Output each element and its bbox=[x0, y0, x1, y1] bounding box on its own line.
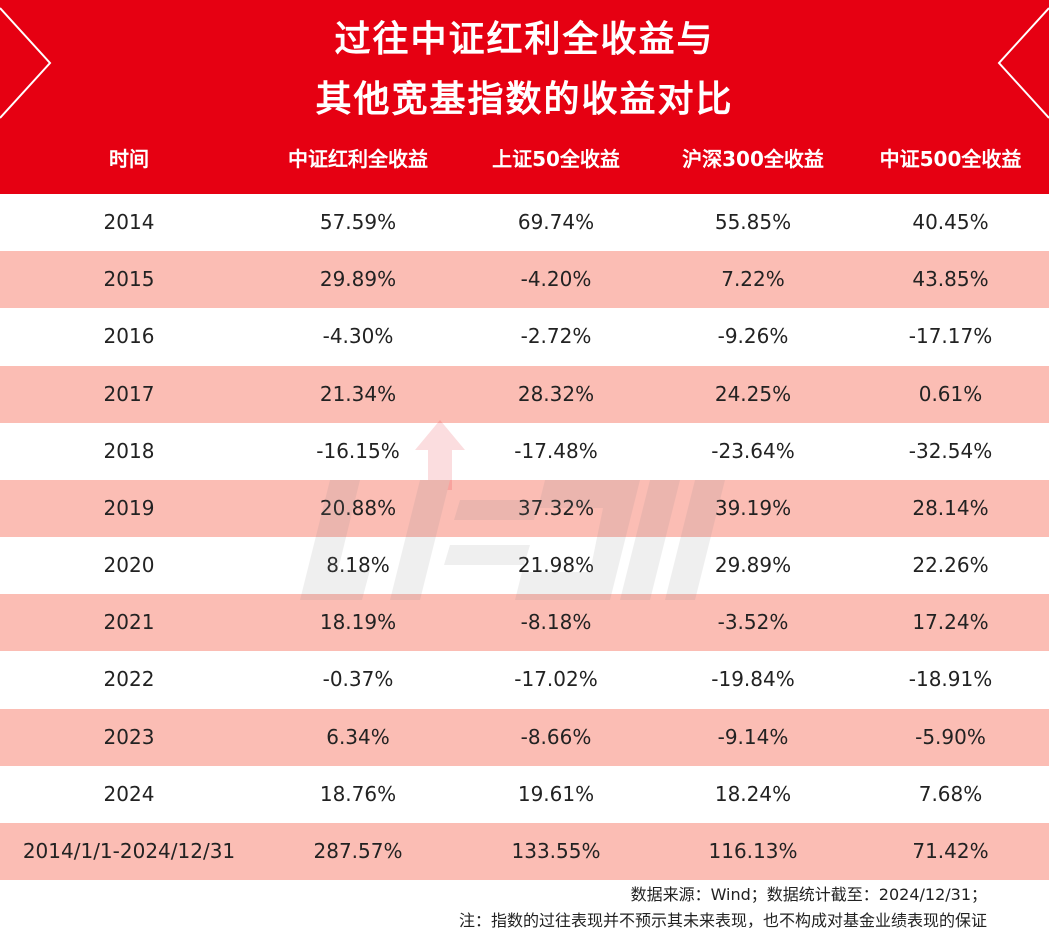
cell-time: 2014 bbox=[103, 210, 155, 234]
right-chevron-decoration bbox=[997, 7, 1049, 119]
table-row: 2022 -0.37% -17.02% -19.84% -18.91% bbox=[0, 651, 1049, 709]
cell-csi300: -19.84% bbox=[711, 667, 795, 692]
cell-time: 2023 bbox=[103, 724, 155, 749]
header-csi300: 沪深300全收益 bbox=[682, 147, 824, 171]
cell-csi500: -18.91% bbox=[908, 667, 993, 692]
cell-csi300: 39.19% bbox=[714, 495, 792, 520]
cell-time: 2014/1/1-2024/12/31 bbox=[22, 838, 236, 863]
table-row: 2021 18.19% -8.18% -3.52% 17.24% bbox=[0, 594, 1049, 652]
table-header: 时间 中证红利全收益 上证50全收益 沪深300全收益 中证500全收益 bbox=[0, 126, 1049, 194]
cell-csi500: 22.26% bbox=[912, 553, 989, 578]
cell-csi300: -9.26% bbox=[717, 324, 789, 349]
cell-time: 2021 bbox=[103, 610, 155, 635]
cell-csi-dividend: -4.30% bbox=[322, 324, 394, 349]
table-row: 2015 29.89% -4.20% 7.22% 43.85% bbox=[0, 251, 1049, 309]
table-row: 2016 -4.30% -2.72% -9.26% -17.17% bbox=[0, 308, 1049, 366]
cell-sse50: 19.61% bbox=[517, 781, 595, 806]
cell-csi-dividend: 57.59% bbox=[319, 210, 397, 234]
cell-csi-dividend: -0.37% bbox=[322, 667, 394, 692]
cell-time: 2024 bbox=[103, 781, 155, 806]
cell-sse50: -4.20% bbox=[520, 267, 592, 292]
cell-csi300: -3.52% bbox=[717, 610, 789, 635]
header-sse50: 上证50全收益 bbox=[492, 147, 620, 171]
table-row: 2017 21.34% 28.32% 24.25% 0.61% bbox=[0, 365, 1049, 423]
cell-sse50: 37.32% bbox=[517, 495, 595, 520]
footer-disclaimer: 注：指数的过往表现并不预示其未来表现，也不构成对基金业绩表现的保证 bbox=[458, 911, 987, 930]
footer-source: 数据来源：Wind；数据统计截至：2024/12/31； bbox=[630, 885, 987, 904]
cell-csi-dividend: 18.76% bbox=[319, 781, 397, 806]
left-chevron-decoration bbox=[0, 7, 52, 119]
cell-csi300: 18.24% bbox=[714, 781, 792, 806]
table-row: 2014 57.59% 69.74% 55.85% 40.45% bbox=[0, 194, 1049, 251]
cell-csi500: 17.24% bbox=[912, 610, 989, 635]
cell-sse50: 21.98% bbox=[517, 553, 595, 578]
page-title-line1: 过往中证红利全收益与 bbox=[334, 19, 715, 60]
cell-sse50: 28.32% bbox=[517, 381, 595, 406]
cell-csi300: 55.85% bbox=[714, 210, 792, 234]
table-row: 2020 8.18% 21.98% 29.89% 22.26% bbox=[0, 537, 1049, 595]
page-title-line2: 其他宽基指数的收益对比 bbox=[315, 79, 734, 120]
cell-csi300: 24.25% bbox=[714, 381, 792, 406]
cell-csi300: 7.22% bbox=[721, 267, 785, 292]
cell-sse50: -8.18% bbox=[520, 610, 592, 635]
cell-csi500: 71.42% bbox=[912, 838, 989, 863]
cell-csi-dividend: 21.34% bbox=[319, 381, 397, 406]
table-row: 2024 18.76% 19.61% 18.24% 7.68% bbox=[0, 765, 1049, 823]
cell-time: 2022 bbox=[103, 667, 155, 692]
cell-csi500: -5.90% bbox=[915, 724, 986, 749]
cell-csi500: 28.14% bbox=[912, 495, 989, 520]
cell-csi500: -17.17% bbox=[908, 324, 993, 349]
table-row: 2014/1/1-2024/12/31 287.57% 133.55% 116.13%… bbox=[0, 822, 1049, 880]
header-csi-dividend: 中证红利全收益 bbox=[288, 147, 428, 171]
cell-csi-dividend: 8.18% bbox=[326, 553, 390, 578]
cell-csi-dividend: 20.88% bbox=[319, 495, 397, 520]
cell-csi500: 0.61% bbox=[918, 381, 983, 406]
cell-time: 2018 bbox=[103, 438, 155, 463]
header-time: 时间 bbox=[109, 147, 149, 171]
cell-csi500: -32.54% bbox=[908, 438, 993, 463]
cell-csi500: 40.45% bbox=[912, 210, 989, 234]
cell-csi300: -23.64% bbox=[711, 438, 795, 463]
cell-csi500: 43.85% bbox=[912, 267, 989, 292]
cell-sse50: 69.74% bbox=[517, 210, 595, 234]
cell-sse50: -8.66% bbox=[520, 724, 592, 749]
table-row: 2023 6.34% -8.66% -9.14% -5.90% bbox=[0, 708, 1049, 766]
cell-sse50: 133.55% bbox=[511, 838, 601, 863]
cell-csi-dividend: 6.34% bbox=[326, 724, 390, 749]
cell-time: 2020 bbox=[103, 553, 155, 578]
cell-sse50: -17.48% bbox=[514, 438, 598, 463]
cell-csi-dividend: 287.57% bbox=[313, 838, 403, 863]
header-csi500: 中证500全收益 bbox=[879, 147, 1022, 171]
cell-sse50: -17.02% bbox=[514, 667, 598, 692]
cell-time: 2017 bbox=[103, 381, 155, 406]
cell-csi300: 116.13% bbox=[708, 838, 798, 863]
cell-csi-dividend: 18.19% bbox=[319, 610, 397, 635]
cell-time: 2015 bbox=[103, 267, 155, 292]
cell-sse50: -2.72% bbox=[520, 324, 592, 349]
cell-time: 2019 bbox=[103, 495, 155, 520]
cell-csi500: 7.68% bbox=[918, 781, 983, 806]
table-row: 2018 -16.15% -17.48% -23.64% -32.54% bbox=[0, 422, 1049, 480]
table-row: 2019 20.88% 37.32% 39.19% 28.14% bbox=[0, 479, 1049, 537]
cell-csi-dividend: -16.15% bbox=[316, 438, 400, 463]
cell-csi-dividend: 29.89% bbox=[319, 267, 397, 292]
cell-time: 2016 bbox=[103, 324, 155, 349]
title-banner: 过往中证红利全收益与 其他宽基指数的收益对比 bbox=[0, 0, 1049, 126]
cell-csi300: -9.14% bbox=[717, 724, 789, 749]
cell-csi300: 29.89% bbox=[714, 553, 792, 578]
